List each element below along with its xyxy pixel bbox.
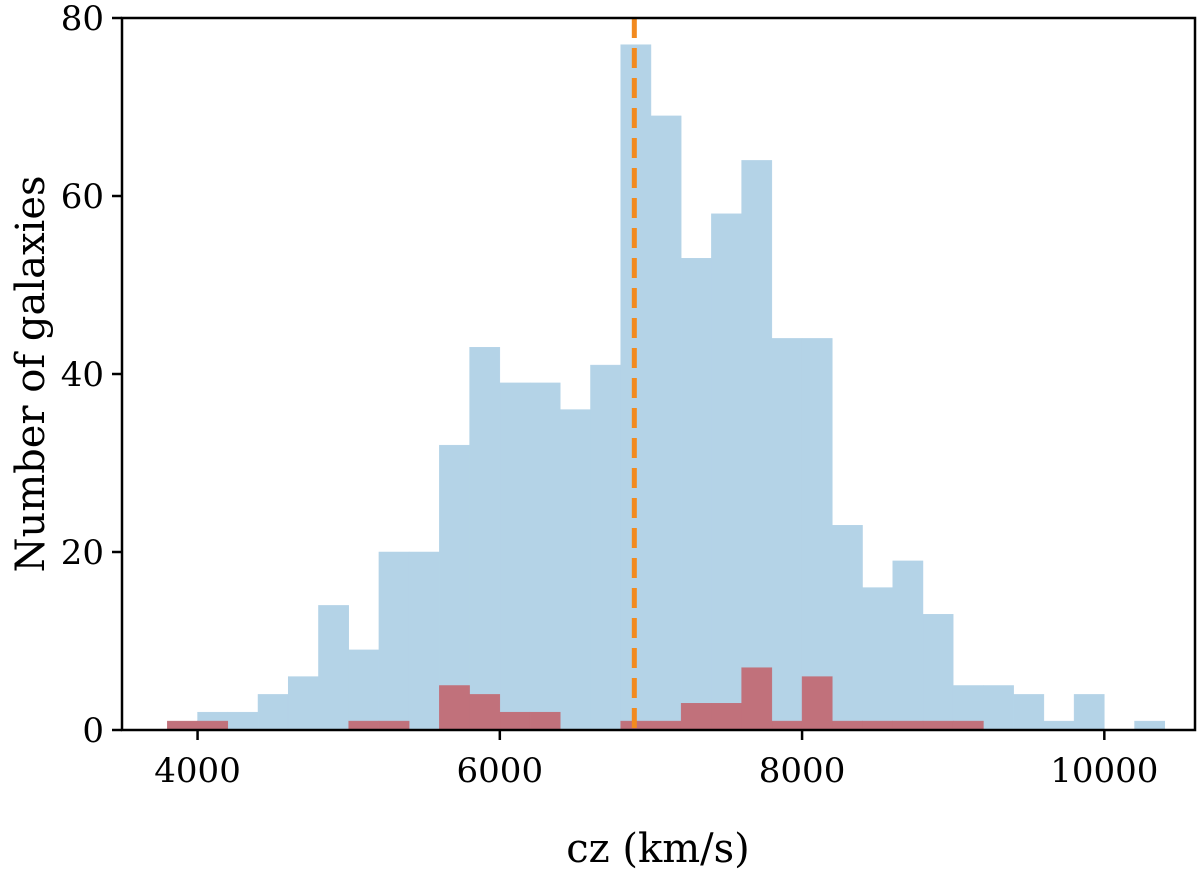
histogram-bar-series-2-13 xyxy=(741,667,773,731)
histogram-bar-series-2-4 xyxy=(378,720,410,731)
histogram-bar-series-1-4 xyxy=(287,676,319,731)
histogram-bar-series-2-7 xyxy=(499,711,531,731)
histogram-bar-series-1-3 xyxy=(257,694,289,731)
histogram-bar-series-1-22 xyxy=(832,525,863,731)
histogram-bar-series-1-6 xyxy=(348,649,380,731)
histogram-bar-series-1-28 xyxy=(1013,694,1045,731)
histogram-bar-series-1-5 xyxy=(318,605,349,731)
histogram-bar-series-1-19 xyxy=(741,160,773,731)
histogram-bar-series-1-8 xyxy=(408,551,440,731)
histogram-bar-series-1-17 xyxy=(680,258,712,731)
histogram-bar-series-1-31 xyxy=(1134,720,1166,731)
histogram-bar-series-1-27 xyxy=(983,685,1014,731)
bars-layer xyxy=(167,44,1166,731)
histogram-bar-series-2-2 xyxy=(197,720,229,731)
y-tick-label-1: 0 xyxy=(82,711,104,751)
histogram-bar-series-2-20 xyxy=(952,720,984,731)
y-tick-label-5: 80 xyxy=(61,0,104,39)
histogram-bar-series-1-23 xyxy=(862,587,893,731)
histogram-bar-series-2-16 xyxy=(832,720,863,731)
histogram-bar-series-1-12 xyxy=(529,382,561,731)
histogram-bar-series-2-17 xyxy=(862,720,893,731)
histogram-bar-series-1-2 xyxy=(227,711,259,731)
histogram-bar-series-1-16 xyxy=(650,115,682,731)
histogram-bar-series-2-6 xyxy=(469,694,501,731)
histogram-bar-series-2-5 xyxy=(439,685,470,731)
y-tick-label-2: 20 xyxy=(61,533,104,573)
histogram-bar-series-1-25 xyxy=(922,614,954,731)
x-tick-label-2: 6000 xyxy=(457,751,544,791)
histogram-bar-series-1-14 xyxy=(590,364,621,731)
histogram-bar-series-2-11 xyxy=(680,703,712,731)
y-axis-ticks: 0 20 40 60 80 xyxy=(61,0,122,751)
x-axis-title: cz (km/s) xyxy=(566,826,750,872)
histogram-bar-series-1-30 xyxy=(1073,694,1105,731)
histogram-bar-series-1-13 xyxy=(560,409,591,731)
x-tick-label-4: 10000 xyxy=(1050,751,1158,791)
histogram-bar-series-1-9 xyxy=(439,444,470,731)
histogram-bar-series-2-3 xyxy=(348,720,380,731)
histogram-bar-series-1-20 xyxy=(771,338,803,731)
histogram-bar-series-2-19 xyxy=(922,720,954,731)
y-tick-label-3: 40 xyxy=(61,355,104,395)
histogram-bar-series-2-15 xyxy=(801,676,833,731)
histogram-bar-series-2-14 xyxy=(771,720,803,731)
y-tick-label-4: 60 xyxy=(61,177,104,217)
x-axis-ticks: 4000 6000 8000 10000 xyxy=(154,730,1158,791)
histogram-bar-series-2-10 xyxy=(650,720,682,731)
histogram-bar-series-1-29 xyxy=(1043,720,1075,731)
y-axis-title: Number of galaxies xyxy=(8,175,54,572)
histogram-bar-series-1-10 xyxy=(469,347,501,731)
histogram-bar-series-1-11 xyxy=(499,382,531,731)
histogram-bar-series-1-21 xyxy=(801,338,833,731)
histogram-bar-series-1-7 xyxy=(378,551,410,731)
histogram-bar-series-2-18 xyxy=(892,720,924,731)
histogram-bar-series-2-1 xyxy=(167,720,198,731)
histogram-bar-series-1-24 xyxy=(892,560,924,731)
histogram-bar-series-2-8 xyxy=(529,711,561,731)
x-tick-label-3: 8000 xyxy=(759,751,846,791)
histogram-bar-series-1-18 xyxy=(711,213,742,731)
x-tick-label-1: 4000 xyxy=(154,751,241,791)
histogram-bar-series-2-12 xyxy=(711,703,742,731)
